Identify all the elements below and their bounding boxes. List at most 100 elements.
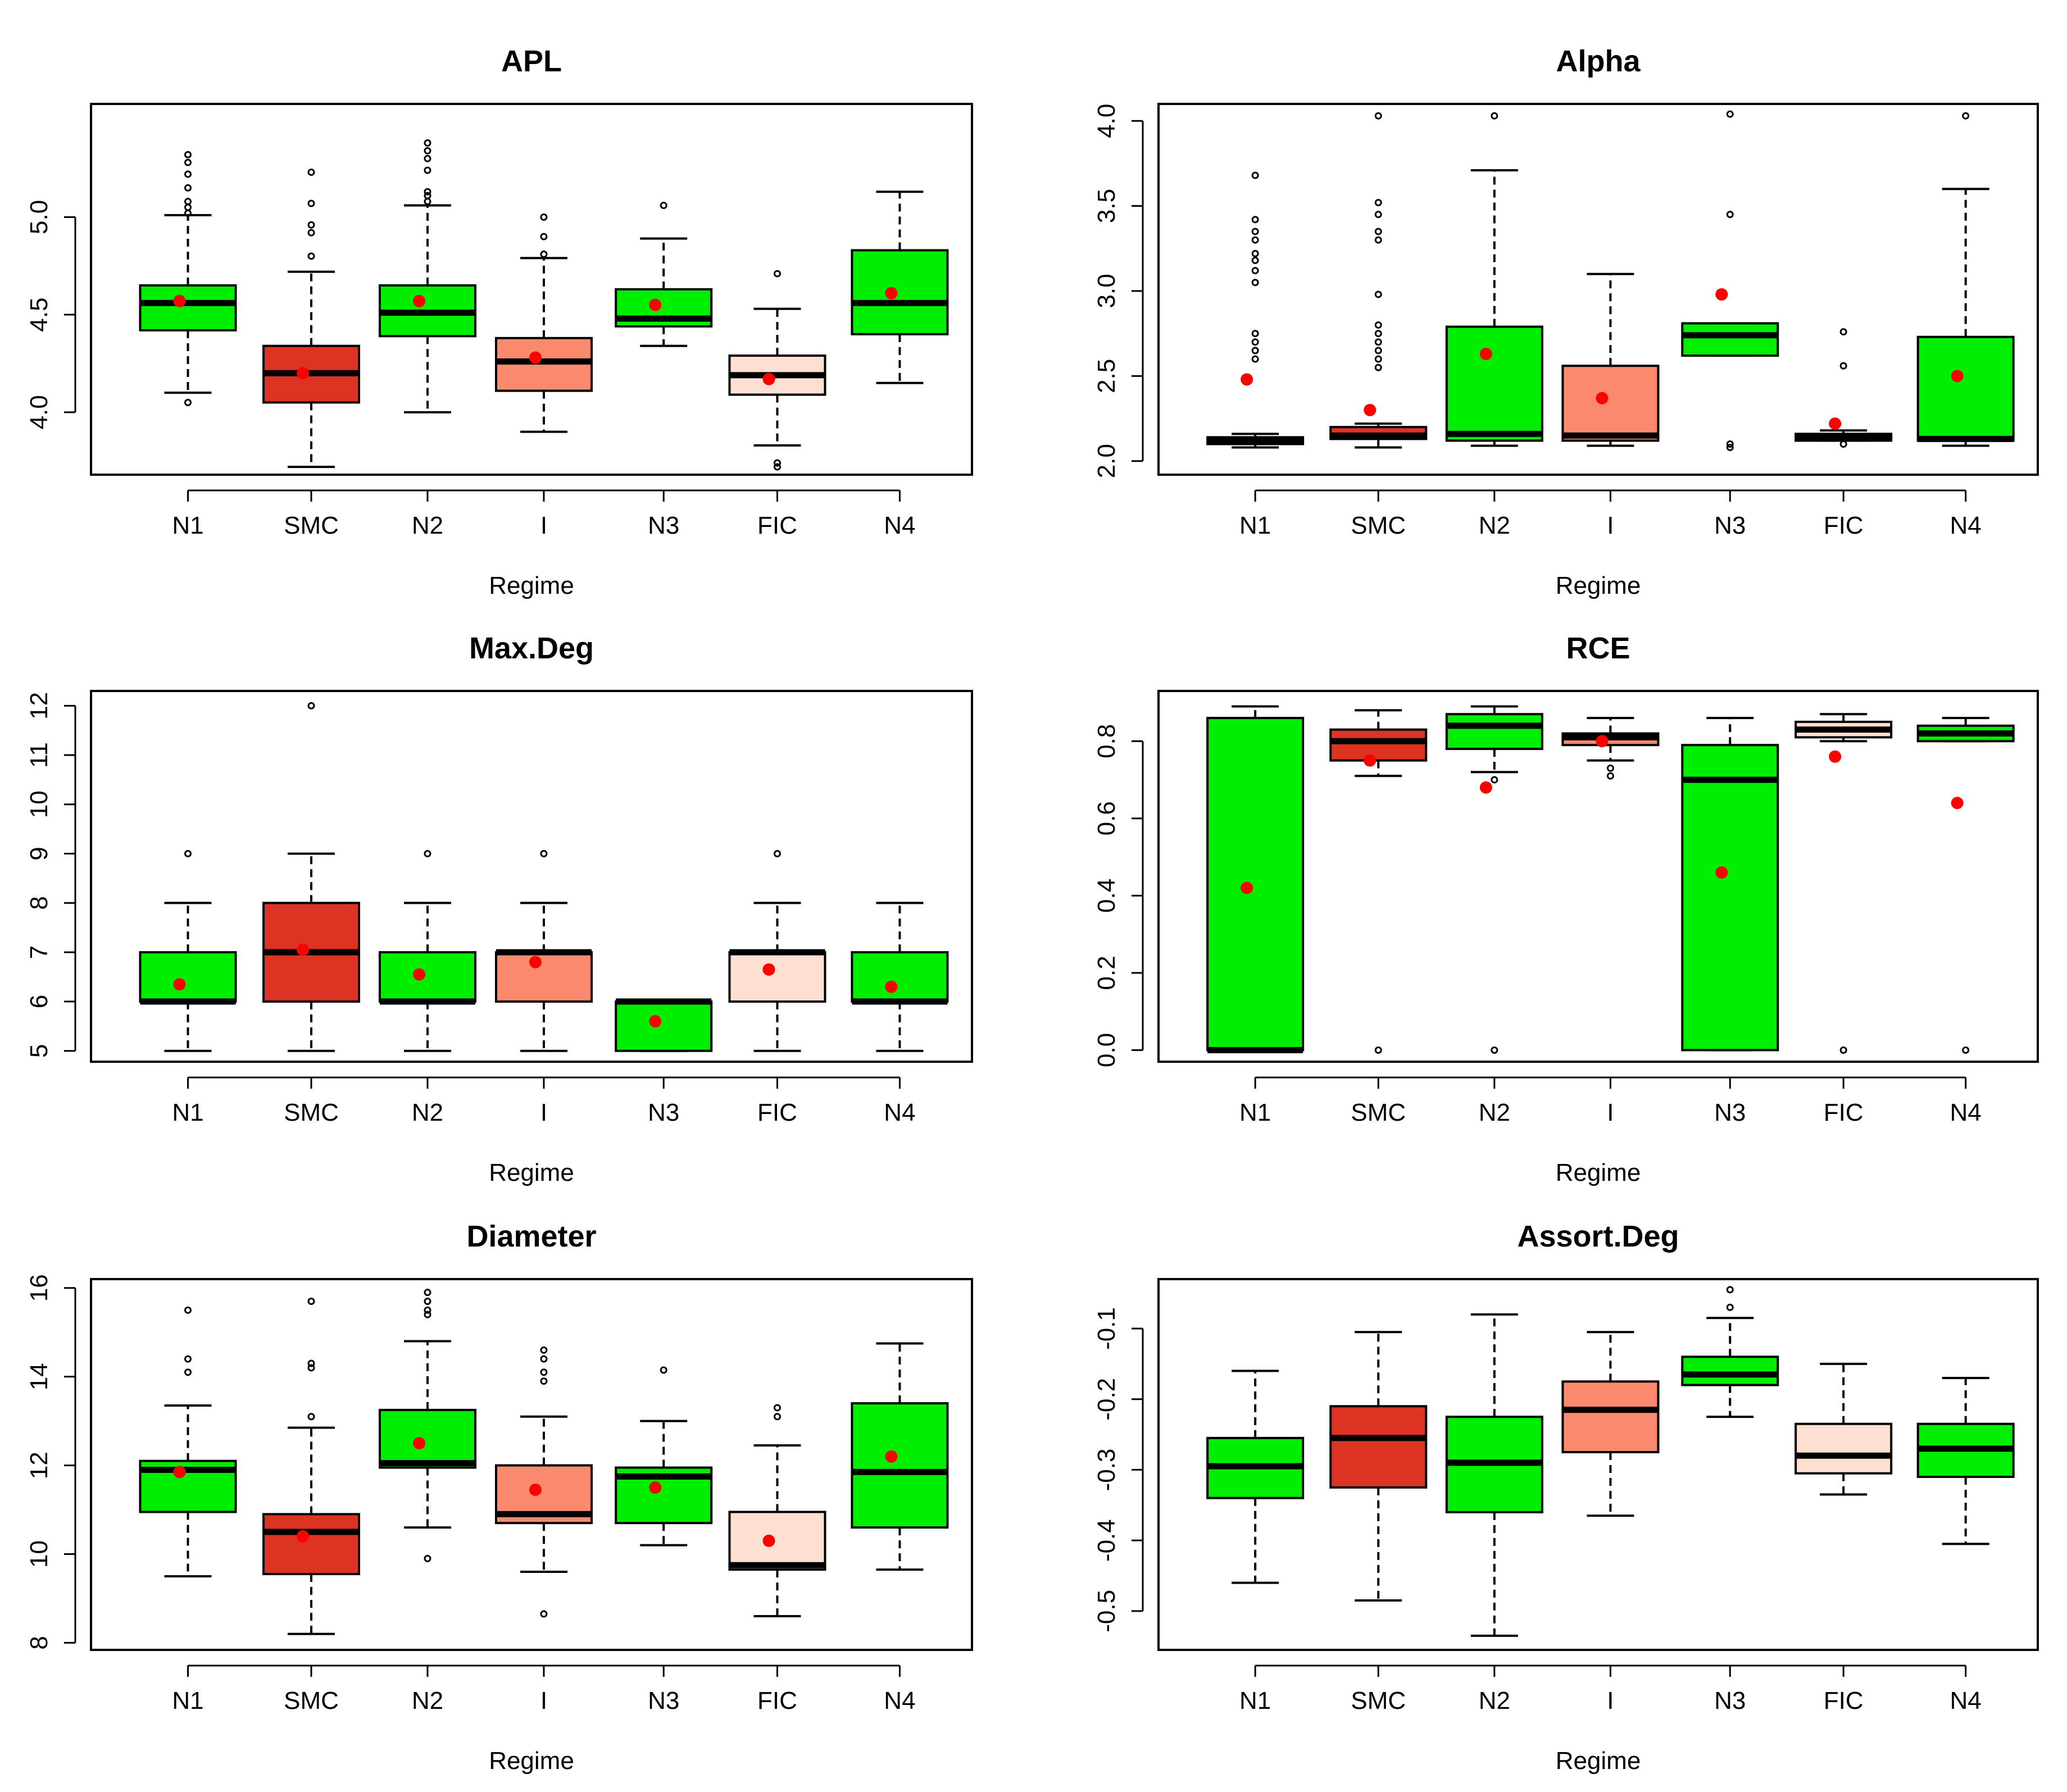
y-tick-label: 14 <box>25 1363 53 1390</box>
x-tick-label: FIC <box>757 1099 797 1126</box>
outlier-point <box>1839 362 1847 370</box>
outlier-point <box>1374 1046 1382 1054</box>
y-tick-label: 7 <box>25 945 53 959</box>
x-tick-label: N2 <box>412 1687 443 1714</box>
box-n1 <box>1206 171 1305 449</box>
box-i <box>1561 272 1660 447</box>
y-tick-label: 0.6 <box>1093 801 1120 835</box>
x-tick-label: N3 <box>1714 1099 1746 1126</box>
y-tick-label: 9 <box>25 847 53 860</box>
box-smc <box>262 1297 360 1635</box>
mean-point <box>412 1437 425 1450</box>
x-axis-label: Regime <box>1556 1159 1641 1186</box>
mean-point <box>1596 735 1609 748</box>
outlier-point <box>307 1359 315 1367</box>
chart-title: Alpha <box>1556 44 1641 78</box>
x-tick-label: SMC <box>1351 1687 1406 1714</box>
box-n2 <box>378 1289 476 1562</box>
outlier-point <box>424 166 431 174</box>
iqr-box <box>851 249 949 335</box>
outlier-point <box>1606 772 1614 780</box>
mean-point <box>412 294 425 307</box>
box-n2 <box>378 139 476 413</box>
chart-title: RCE <box>1566 631 1630 665</box>
box-n1 <box>139 151 237 406</box>
outlier-point <box>424 850 431 858</box>
outlier-point <box>540 213 548 221</box>
outlier-point <box>424 139 431 147</box>
box-n1 <box>139 1306 237 1577</box>
mean-point <box>885 286 898 299</box>
outlier-point <box>184 158 192 166</box>
iqr-box <box>1445 325 1543 442</box>
x-tick-label: FIC <box>757 512 797 539</box>
mean-point <box>173 294 186 307</box>
outlier-point <box>184 1355 192 1363</box>
outlier-point <box>1726 440 1734 448</box>
outlier-point <box>424 1554 431 1562</box>
outlier-point <box>1251 330 1259 338</box>
y-tick-label: -0.1 <box>1093 1307 1120 1350</box>
y-tick-label: 2.5 <box>1093 359 1120 393</box>
iqr-box <box>1681 744 1779 1052</box>
mean-point <box>1364 754 1377 767</box>
box-n2 <box>1445 705 1543 1054</box>
outlier-point <box>540 233 548 240</box>
y-tick-label: 0.8 <box>1093 724 1120 758</box>
x-tick-label: FIC <box>757 1687 797 1714</box>
x-tick-label: N2 <box>1479 1099 1510 1126</box>
x-axis-label: Regime <box>1556 1747 1641 1775</box>
outlier-point <box>1251 236 1259 244</box>
box-n4 <box>851 902 949 1052</box>
box-n1 <box>139 850 237 1052</box>
iqr-box <box>728 951 826 1003</box>
panel-assort-deg: Assort.Deg Regime -0.5 -0.4 -0.3 -0.2 -0.1 N1 SM… <box>1093 1220 2039 1775</box>
outlier-point <box>1251 355 1259 363</box>
x-tick-label: N2 <box>1479 1687 1510 1714</box>
outlier-point <box>424 198 431 206</box>
y-tick-label: 0.2 <box>1093 956 1120 990</box>
outlier-point <box>1491 776 1498 784</box>
iqr-box <box>851 1402 949 1529</box>
outlier-point <box>1251 216 1259 224</box>
iqr-box <box>1681 1356 1779 1386</box>
outlier-point <box>184 1306 192 1314</box>
plot-frame <box>1157 103 2039 476</box>
y-tick-label: 0.4 <box>1093 879 1120 913</box>
box-n2 <box>1445 112 1543 447</box>
mean-point <box>885 980 898 993</box>
mean-point <box>529 1484 542 1496</box>
outlier-point <box>1251 347 1259 354</box>
mean-point <box>1829 417 1842 430</box>
panel-diameter: Diameter Regime 8 10 12 14 16 N1 SMC N2 I N3 FIC N4 <box>25 1220 973 1775</box>
outlier-point <box>1374 228 1382 235</box>
outlier-point <box>184 170 192 178</box>
x-tick-label: N2 <box>412 1099 443 1126</box>
outlier-point <box>184 151 192 158</box>
x-tick-label: I <box>540 1099 547 1126</box>
x-tick-label: N3 <box>648 512 679 539</box>
iqr-box <box>262 1513 360 1576</box>
outlier-point <box>1726 110 1734 118</box>
x-tick-label: N1 <box>172 1687 203 1714</box>
box-fic <box>728 270 826 471</box>
y-tick-label: 6 <box>25 995 53 1008</box>
box-smc <box>1329 112 1428 449</box>
iqr-box <box>615 1000 713 1052</box>
outlier-point <box>773 850 781 858</box>
x-tick-label: SMC <box>1351 1099 1406 1126</box>
box-n3 <box>1681 110 1779 452</box>
outlier-point <box>307 1364 315 1372</box>
box-fic <box>728 850 826 1052</box>
x-axis-label: Regime <box>1556 572 1641 599</box>
x-tick-label: N1 <box>1239 512 1271 539</box>
y-tick-label: 2.0 <box>1093 444 1120 478</box>
iqr-box <box>1681 322 1779 357</box>
outlier-point <box>540 1346 548 1354</box>
x-tick-label: FIC <box>1824 512 1864 539</box>
panel-max-deg: Max.Deg Regime 5 6 7 8 9 10 11 12 N1 SMC N2 I N3 FIC N4 <box>25 631 973 1186</box>
box-smc <box>1329 1331 1428 1602</box>
iqr-box <box>1329 728 1428 762</box>
box-n1 <box>1206 1370 1305 1584</box>
outlier-point <box>540 1355 548 1363</box>
